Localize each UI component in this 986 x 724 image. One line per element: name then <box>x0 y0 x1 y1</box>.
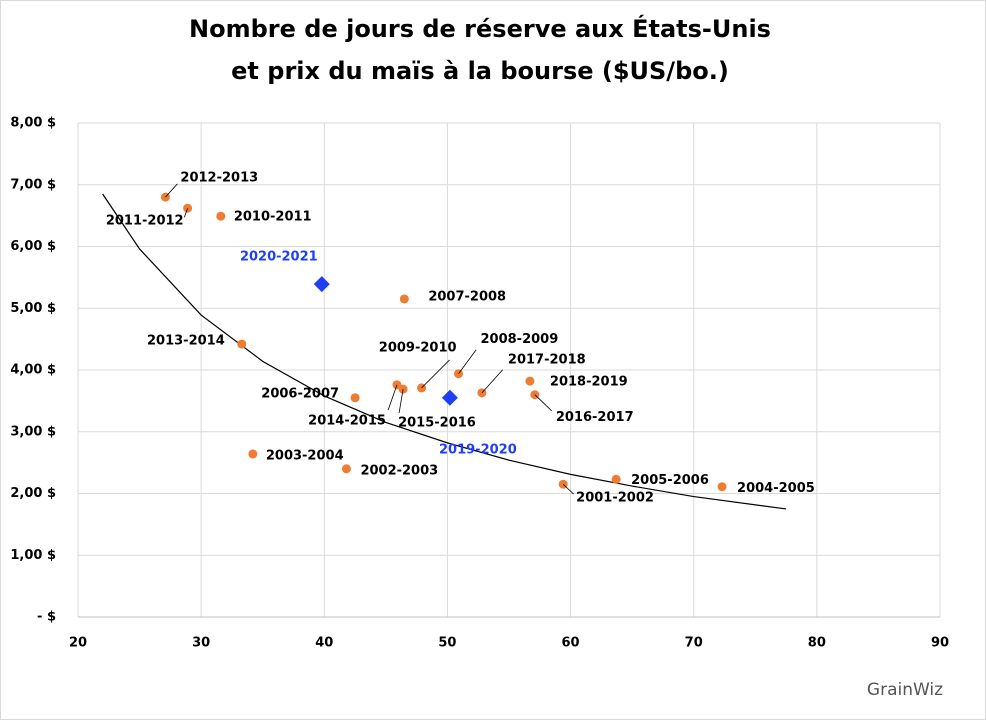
x-tick-label: 30 <box>192 636 210 651</box>
leader-line <box>184 208 188 218</box>
point <box>216 211 226 221</box>
point-label: 2014-2015 <box>308 413 386 428</box>
x-tick-label: 70 <box>685 636 703 651</box>
point-label: 2011-2012 <box>106 214 184 229</box>
point <box>237 339 247 349</box>
x-tick-label: 60 <box>562 636 580 651</box>
y-tick-label: 5,00 $ <box>10 301 56 316</box>
leader-line <box>165 183 178 198</box>
point <box>248 449 258 459</box>
chart-title: Nombre de jours de réserve aux États-Uni… <box>189 14 771 43</box>
point-label: 2020-2021 <box>240 250 318 265</box>
point <box>717 482 727 492</box>
y-tick-label: - $ <box>37 610 56 625</box>
point-label: 2012-2013 <box>180 171 258 186</box>
leader-line <box>534 394 552 412</box>
point-label: 2007-2008 <box>428 289 506 304</box>
point-label: 2010-2011 <box>234 210 312 225</box>
point-label: 2004-2005 <box>737 481 815 496</box>
leader-line <box>398 389 404 414</box>
point-label: 2006-2007 <box>261 386 339 401</box>
point-label: 2015-2016 <box>398 416 476 431</box>
x-tick-label: 50 <box>438 636 456 651</box>
point-label: 2005-2006 <box>631 473 709 488</box>
logo: GrainWiz <box>867 680 943 700</box>
point-label: 2013-2014 <box>147 334 225 349</box>
x-tick-label: 90 <box>931 636 949 651</box>
point-label: 2017-2018 <box>508 352 586 367</box>
y-tick-label: 1,00 $ <box>10 548 56 563</box>
point-label: 2008-2009 <box>481 332 559 347</box>
trendline <box>102 193 787 510</box>
point <box>341 464 351 474</box>
point <box>441 389 458 406</box>
x-tick-label: 80 <box>808 636 826 651</box>
point-label: 2016-2017 <box>556 410 634 425</box>
leader-line <box>562 483 574 495</box>
y-tick-label: 4,00 $ <box>10 363 56 378</box>
point <box>313 276 330 293</box>
leader-line <box>481 369 504 394</box>
point-label: 2018-2019 <box>550 375 628 390</box>
point <box>525 376 535 386</box>
point-label: 2019-2020 <box>439 442 517 457</box>
y-tick-label: 8,00 $ <box>10 116 56 131</box>
point <box>399 294 409 304</box>
x-tick-label: 40 <box>315 636 333 651</box>
point-label: 2003-2004 <box>266 448 344 463</box>
leader-line <box>421 359 450 389</box>
point-label: 2009-2010 <box>379 340 457 355</box>
point-label: 2002-2003 <box>360 463 438 478</box>
point <box>611 474 621 484</box>
x-tick-label: 20 <box>69 636 87 651</box>
point <box>350 393 360 403</box>
y-tick-label: 3,00 $ <box>10 424 56 439</box>
y-tick-label: 6,00 $ <box>10 239 56 254</box>
point-label: 2001-2002 <box>576 491 654 506</box>
leader-line <box>458 349 477 374</box>
y-tick-label: 7,00 $ <box>10 177 56 192</box>
chart-subtitle: et prix du maïs à la bourse ($US/bo.) <box>231 57 729 85</box>
y-tick-label: 2,00 $ <box>10 486 56 501</box>
leader-line <box>387 384 398 411</box>
